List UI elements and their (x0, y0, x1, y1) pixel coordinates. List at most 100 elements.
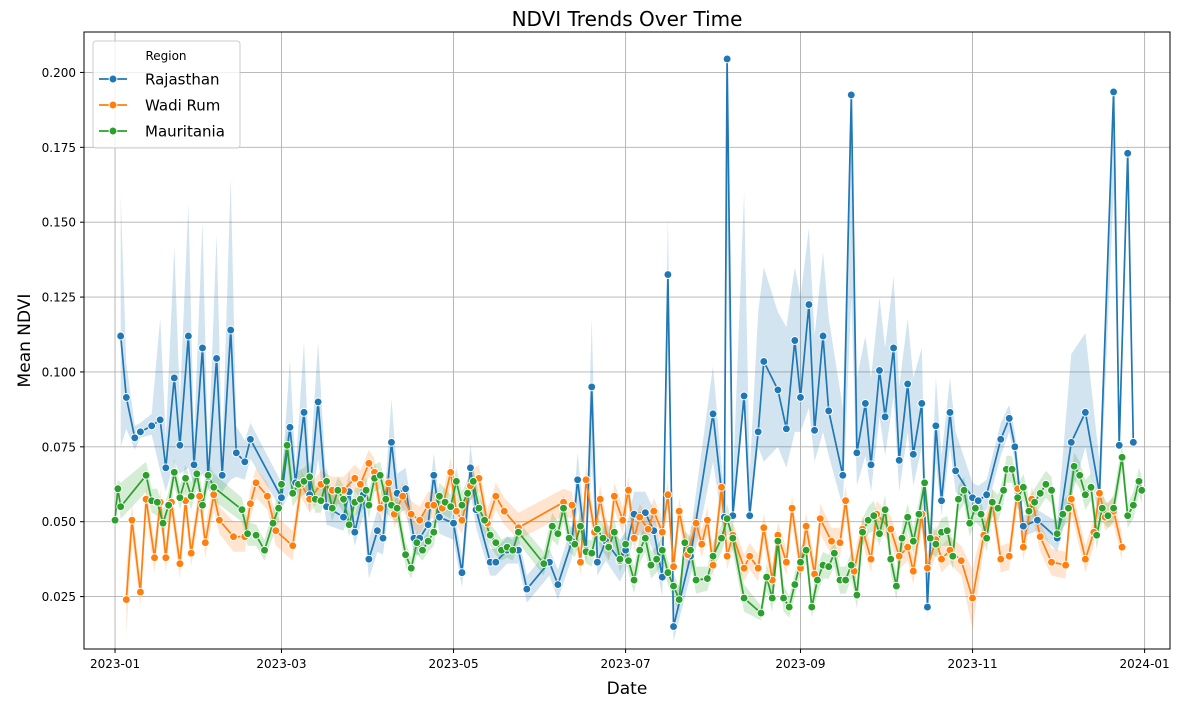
mauritania-data-point (289, 489, 297, 497)
mauritania-data-point (306, 473, 314, 481)
mauritania-data-point (983, 534, 991, 542)
mauritania-data-point (204, 471, 212, 479)
rajasthan-data-point (199, 344, 207, 352)
mauritania-data-point (588, 549, 596, 557)
mauritania-data-point (616, 555, 624, 563)
rajasthan-data-point (1129, 438, 1137, 446)
wadi-rum-data-point (447, 468, 455, 476)
wadi-rum-data-point (272, 527, 280, 535)
mauritania-data-point (1025, 507, 1033, 515)
x-tick-label: 2023-01 (90, 657, 140, 671)
rajasthan-data-point (664, 271, 672, 279)
mauritania-data-point (808, 603, 816, 611)
rajasthan-data-point (1124, 149, 1132, 157)
wadi-rum-data-point (263, 492, 271, 500)
wadi-rum-data-point (151, 554, 159, 562)
rajasthan-data-point (709, 410, 717, 418)
wadi-rum-data-point (664, 491, 672, 499)
mauritania-data-point (430, 528, 438, 536)
mauritania-data-point (625, 557, 633, 565)
mauritania-data-point (1000, 486, 1008, 494)
mauritania-data-point (1048, 486, 1056, 494)
y-tick-label: 0.100 (42, 365, 76, 379)
mauritania-data-point (199, 501, 207, 509)
mauritania-legend-label: Mauritania (145, 123, 225, 141)
wadi-rum-data-point (867, 555, 875, 563)
mauritania-data-point (571, 540, 579, 548)
x-tick-label: 2023-03 (256, 657, 306, 671)
rajasthan-data-point (184, 332, 192, 340)
rajasthan-data-point (974, 497, 982, 505)
mauritania-data-point (554, 530, 562, 538)
wadi-rum-data-point (399, 492, 407, 500)
rajasthan-data-point (424, 521, 432, 529)
rajasthan-data-point (278, 494, 286, 502)
mauritania-data-point (362, 486, 370, 494)
rajasthan-data-point (853, 449, 861, 457)
mauritania-data-point (117, 503, 125, 511)
rajasthan-data-point (1005, 414, 1013, 422)
mauritania-data-point (641, 534, 649, 542)
mauritania-data-point (328, 504, 336, 512)
rajasthan-data-point (740, 392, 748, 400)
rajasthan-data-point (1034, 516, 1042, 524)
x-axis-title: Date (607, 679, 648, 699)
wadi-rum-data-point (625, 486, 633, 494)
wadi-rum-data-point (430, 501, 438, 509)
wadi-rum-data-point (1019, 543, 1027, 551)
wadi-rum-data-point (746, 552, 754, 560)
rajasthan-data-point (867, 461, 875, 469)
wadi-rum-data-point (500, 507, 508, 515)
wadi-rum-data-point (215, 516, 223, 524)
wadi-rum-data-point (828, 537, 836, 545)
mauritania-data-point (486, 531, 494, 539)
wadi-rum-data-point (782, 558, 790, 566)
mauritania-data-point (278, 480, 286, 488)
mauritania-data-point (407, 564, 415, 572)
mauritania-data-point (447, 503, 455, 511)
mauritania-data-point (802, 546, 810, 554)
wadi-rum-legend-marker (109, 101, 117, 109)
mauritania-data-point (887, 555, 895, 563)
mauritania-data-point (419, 546, 427, 554)
mauritania-data-point (475, 504, 483, 512)
rajasthan-data-point (430, 471, 438, 479)
mauritania-data-point (898, 534, 906, 542)
mauritania-data-point (881, 506, 889, 514)
mauritania-data-point (1008, 465, 1016, 473)
rajasthan-data-point (117, 332, 125, 340)
wadi-rum-data-point (1036, 533, 1044, 541)
rajasthan-data-point (938, 497, 946, 505)
x-tick-label: 2023-09 (775, 657, 825, 671)
rajasthan-data-point (847, 91, 855, 99)
rajasthan-data-point (932, 422, 940, 430)
rajasthan-data-point (340, 513, 348, 521)
mauritania-data-point (481, 516, 489, 524)
wadi-rum-data-point (230, 533, 238, 541)
wadi-rum-data-point (670, 563, 678, 571)
mauritania-data-point (636, 546, 644, 554)
x-tick-label: 2024-01 (1120, 657, 1170, 671)
mauritania-data-point (1087, 483, 1095, 491)
mauritania-data-point (610, 528, 618, 536)
mauritania-data-point (402, 551, 410, 559)
mauritania-data-point (593, 525, 601, 533)
mauritania-data-point (977, 510, 985, 518)
rajasthan-data-point (1019, 522, 1027, 530)
mauritania-data-point (159, 519, 167, 527)
wadi-rum-data-point (816, 515, 824, 523)
rajasthan-data-point (402, 485, 410, 493)
wadi-rum-data-point (924, 564, 932, 572)
rajasthan-data-point (523, 585, 531, 593)
mauritania-data-point (365, 501, 373, 509)
mauritania-data-point (797, 558, 805, 566)
wadi-rum-data-point (709, 561, 717, 569)
rajasthan-data-point (300, 408, 308, 416)
rajasthan-data-point (388, 438, 396, 446)
mauritania-data-point (1076, 471, 1084, 479)
wadi-rum-data-point (1005, 552, 1013, 560)
mauritania-legend-marker (109, 127, 117, 135)
mauritania-data-point (1019, 483, 1027, 491)
mauritania-data-point (345, 521, 353, 529)
